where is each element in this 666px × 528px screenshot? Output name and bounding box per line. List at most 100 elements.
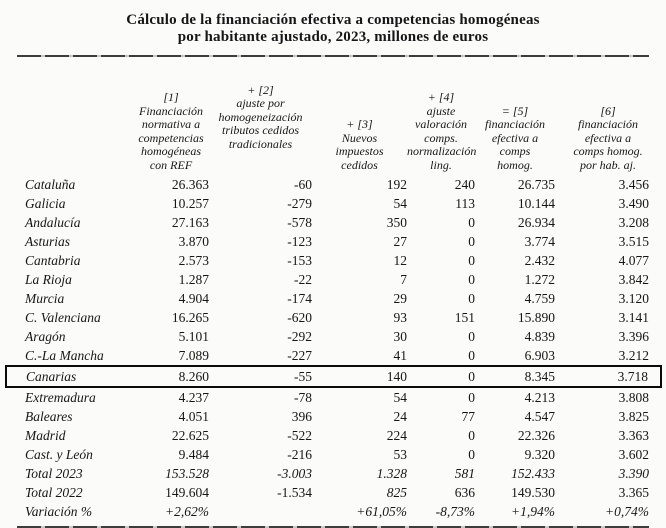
value-cell: 153.528 (165, 466, 209, 481)
region-label: Galicia (25, 196, 66, 211)
value-cell: 3.718 (555, 365, 662, 388)
region-label: Asturias (25, 234, 71, 249)
value-cell: 3.842 (618, 272, 649, 287)
region-label: La Rioja (25, 272, 72, 287)
value-cell: 54 (393, 196, 408, 211)
value-cell: 3.120 (618, 291, 649, 306)
value-cell: 0 (468, 253, 475, 268)
value-cell: 54 (393, 390, 408, 405)
value-cell: 0 (407, 365, 475, 388)
column-header-col-3: + [3] Nuevos impuestos cedidos (335, 117, 384, 172)
table-row: Andalucía 27.163 -578 350 0 26.934 3.208 (6, 213, 661, 232)
region-label: Aragón (25, 329, 66, 344)
table-row: C.-La Mancha 7.089 -227 41 0 6.903 3.212 (6, 346, 661, 366)
value-cell: 3.390 (618, 466, 649, 481)
value-cell: 4.237 (178, 390, 209, 405)
value-cell: 22.326 (517, 428, 555, 443)
value-cell: 3.396 (618, 329, 649, 344)
value-cell: 581 (454, 466, 475, 481)
value-cell: 27.163 (171, 215, 209, 230)
table-row: Madrid 22.625 -522 224 0 22.326 3.363 (6, 426, 661, 445)
value-cell: 2.573 (178, 253, 209, 268)
table-row: La Rioja 1.287 -22 7 0 1.272 3.842 (6, 270, 661, 289)
value-cell: 3.825 (618, 409, 649, 424)
region-label: Total 2023 (25, 466, 83, 481)
value-cell: 3.363 (618, 428, 649, 443)
value-cell: -578 (287, 215, 312, 230)
value-cell: -522 (287, 428, 312, 443)
value-cell: 10.257 (171, 196, 209, 211)
value-cell: 10.144 (517, 196, 555, 211)
value-cell: 3.808 (618, 390, 649, 405)
value-cell: 5.101 (178, 329, 209, 344)
header-row: [1] Financiación normativa a competencia… (6, 57, 661, 175)
value-cell: -60 (294, 177, 312, 192)
value-cell: -153 (287, 253, 312, 268)
table-row: Total 2023 153.528 -3.003 1.328 581 152.433 3.… (6, 464, 661, 483)
value-cell: -78 (294, 390, 312, 405)
column-header-col-1: [1] Financiación normativa a competencia… (138, 90, 204, 172)
value-cell: -620 (287, 310, 312, 325)
value-cell: 350 (386, 215, 407, 230)
table-row: Variación % +2,62% +61,05% -8,73% +1,94% +0,7… (6, 502, 661, 521)
value-cell: 53 (393, 447, 408, 462)
value-cell: 4.077 (618, 253, 649, 268)
value-cell: -1.534 (277, 485, 312, 500)
table-row: Asturias 3.870 -123 27 0 3.774 3.515 (6, 232, 661, 251)
value-cell: 16.265 (171, 310, 209, 325)
value-cell: -123 (287, 234, 312, 249)
value-cell: 41 (393, 348, 408, 363)
region-label: Baleares (25, 409, 73, 424)
value-cell: 9.320 (524, 447, 555, 462)
region-label: Madrid (25, 428, 66, 443)
region-label: Cataluña (25, 177, 76, 192)
financing-table: [1] Financiación normativa a competencia… (5, 57, 662, 521)
value-cell: 3.774 (524, 234, 555, 249)
value-cell: 140 (312, 365, 407, 388)
value-cell: 3.141 (618, 310, 649, 325)
value-cell: 12 (393, 253, 408, 268)
value-cell: 8.260 (133, 365, 209, 388)
value-cell: -55 (209, 365, 312, 388)
value-cell: 77 (461, 409, 476, 424)
value-cell: +2,62% (165, 504, 209, 519)
value-cell: -279 (287, 196, 312, 211)
region-label: Extremadura (25, 390, 96, 405)
region-label: C.-La Mancha (25, 348, 104, 363)
table-row: Baleares 4.051 396 24 77 4.547 3.825 (6, 407, 661, 426)
value-cell: 151 (454, 310, 475, 325)
value-cell: 3.870 (178, 234, 209, 249)
value-cell: 4.213 (524, 390, 555, 405)
value-cell: -216 (287, 447, 312, 462)
value-cell: 3.515 (618, 234, 649, 249)
value-cell: 3.602 (618, 447, 649, 462)
value-cell: 0 (468, 390, 475, 405)
value-cell: 2.432 (524, 253, 555, 268)
value-cell: 0 (468, 272, 475, 287)
value-cell: 0 (468, 234, 475, 249)
value-cell: 3.208 (618, 215, 649, 230)
value-cell: 27 (393, 234, 408, 249)
value-cell: 3.365 (618, 485, 649, 500)
value-cell: 6.903 (524, 348, 555, 363)
value-cell: 4.839 (524, 329, 555, 344)
table-row: Galicia 10.257 -279 54 113 10.144 3.490 (6, 194, 661, 213)
region-label: Variación % (25, 504, 93, 519)
value-cell: 7.089 (178, 348, 209, 363)
table-row: Extremadura 4.237 -78 54 0 4.213 3.808 (6, 387, 661, 407)
value-cell: 224 (386, 428, 407, 443)
region-label: C. Valenciana (25, 310, 101, 325)
table-title-line2: por habitante ajustado, 2023, millones d… (177, 29, 489, 45)
value-cell: 396 (291, 409, 312, 424)
column-header-col-4: + [4] ajuste valoración comps. normaliza… (407, 90, 477, 172)
value-cell (209, 502, 312, 521)
table-title: Cálculo de la financiación efectiva a co… (45, 12, 621, 46)
value-cell: +61,05% (356, 504, 407, 519)
value-cell: 113 (455, 196, 475, 211)
value-cell: 0 (468, 329, 475, 344)
value-cell: 192 (386, 177, 407, 192)
value-cell: 0 (468, 428, 475, 443)
column-header-col-5: = [5] financiación efectiva a comps homo… (485, 103, 545, 172)
value-cell: 7 (400, 272, 407, 287)
value-cell: 29 (393, 291, 408, 306)
